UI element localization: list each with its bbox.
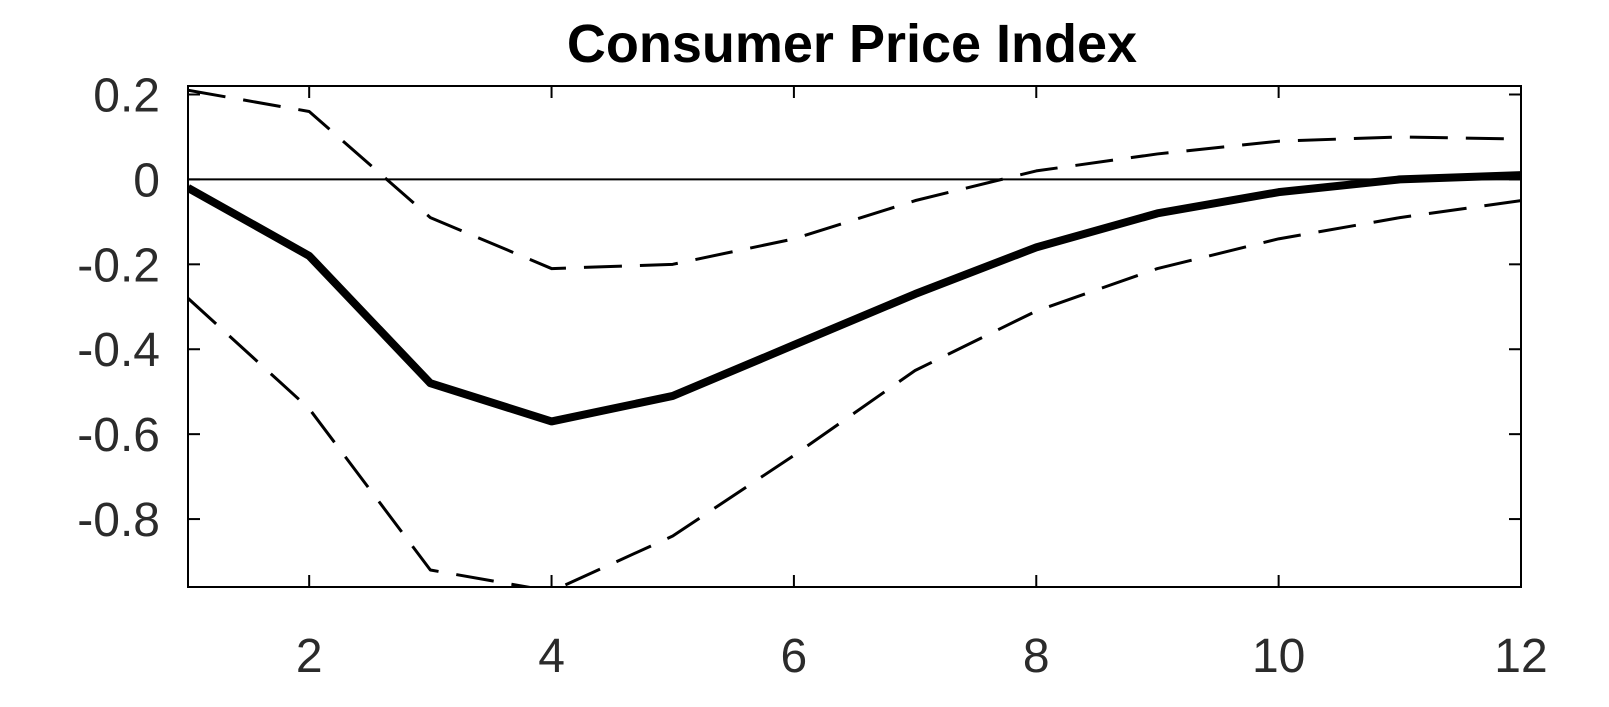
series-line-1-solid [188, 171, 1521, 426]
axes [187, 85, 1522, 588]
series-line-3-dashed [188, 199, 1521, 587]
y-tick-label: -0.8 [77, 494, 160, 547]
y-tick-label: -0.2 [77, 239, 160, 292]
chart-title: Consumer Price Index [567, 14, 1137, 74]
series-line-2-dashed [188, 88, 1521, 271]
x-tick-label: 4 [538, 630, 565, 683]
x-tick-label: 2 [296, 630, 323, 683]
x-tick-label: 10 [1252, 630, 1305, 683]
plot-frame [187, 85, 1522, 588]
x-tick-label: 8 [1023, 630, 1050, 683]
y-tick-label: 0.2 [93, 69, 160, 122]
y-tick-label: -0.4 [77, 324, 160, 377]
tick-labels: 2 4 6 8 10 12 0.2 0 -0.2 -0.4 -0.6 -0.8 [77, 69, 1547, 683]
series-group [188, 88, 1521, 587]
x-tick-label: 12 [1494, 630, 1547, 683]
y-tick-label: 0 [133, 154, 160, 207]
x-tick-label: 6 [781, 630, 808, 683]
y-tick-label: -0.6 [77, 409, 160, 462]
